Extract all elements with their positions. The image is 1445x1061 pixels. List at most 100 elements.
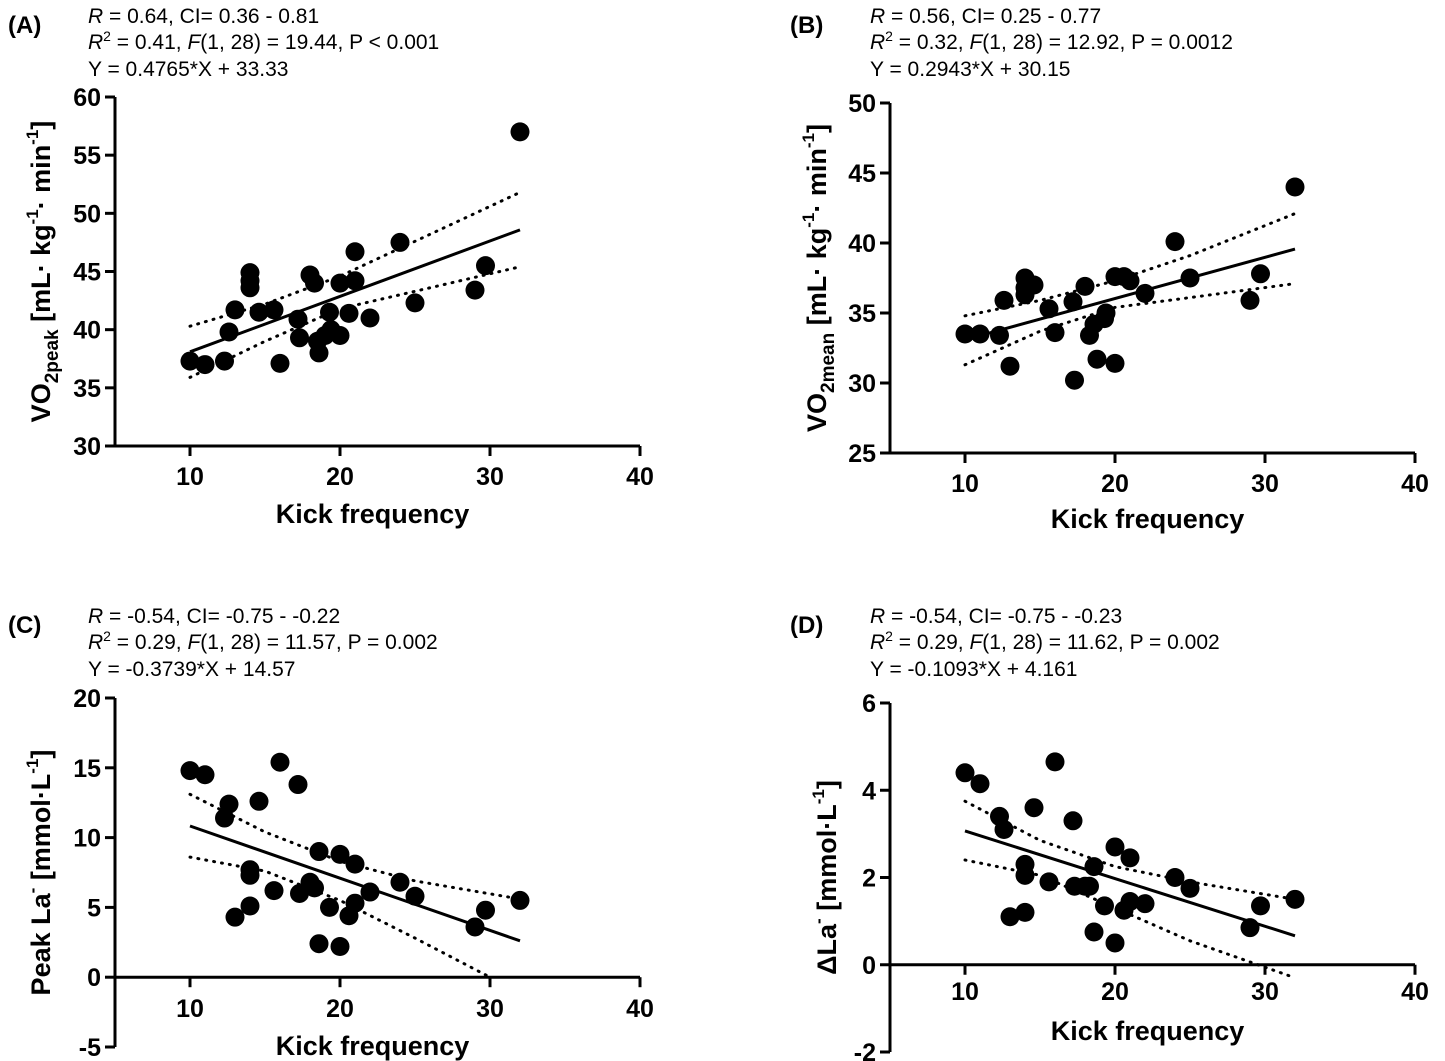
data-point: [1240, 918, 1260, 938]
panel-label: (B): [790, 12, 823, 39]
data-point: [240, 278, 260, 298]
data-point: [215, 351, 234, 371]
ci-lower-band: [963, 282, 1297, 367]
y-tick-label: 45: [73, 259, 101, 287]
data-point: [1000, 356, 1020, 376]
data-point: [1240, 290, 1260, 310]
x-tick-label: 30: [1251, 470, 1279, 498]
data-point: [1135, 283, 1155, 303]
data-point: [1120, 891, 1140, 911]
data-point: [994, 820, 1014, 840]
data-point: [465, 280, 485, 300]
data-point: [305, 878, 324, 898]
stat-correlation: R = -0.54, CI= -0.75 - -0.22: [88, 605, 340, 628]
data-point: [219, 794, 239, 814]
regression-line: [189, 228, 521, 354]
data-point: [330, 936, 350, 956]
y-tick-label: 25: [848, 440, 876, 468]
x-axis-title: Kick frequency: [1051, 504, 1245, 534]
data-point: [1165, 232, 1185, 252]
data-point: [476, 256, 495, 276]
stat-equation: Y = 0.2943*X + 30.15: [870, 58, 1070, 81]
data-point: [309, 842, 329, 862]
data-point: [320, 897, 339, 917]
data-point: [330, 273, 350, 293]
data-point: [1075, 276, 1095, 296]
data-point: [1105, 933, 1125, 953]
data-point: [345, 271, 365, 291]
data-point: [1285, 889, 1305, 909]
data-point: [1039, 299, 1059, 319]
data-point: [390, 872, 410, 892]
data-point: [405, 293, 425, 313]
data-point: [1000, 907, 1020, 927]
stat-regression-fit: R2 = 0.32, F(1, 28) = 12.92, P = 0.0012: [870, 28, 1233, 54]
y-axis-title: VO2peak [mL· kg-1· min-1]: [23, 121, 63, 423]
data-point: [360, 308, 380, 328]
x-tick-label: 10: [951, 978, 979, 1006]
x-tick-label: 20: [1101, 470, 1129, 498]
data-point: [510, 122, 530, 142]
regression-line: [964, 247, 1296, 342]
data-point: [1084, 857, 1104, 877]
x-tick-label: 10: [176, 995, 204, 1023]
stat-regression-fit: R2 = 0.29, F(1, 28) = 11.62, P = 0.002: [870, 628, 1220, 654]
data-point: [1105, 353, 1125, 373]
data-point: [288, 775, 308, 795]
data-point: [240, 896, 260, 916]
y-axis-title: ΔLa- [mmol·L-1]: [809, 780, 842, 975]
data-point: [305, 273, 324, 293]
data-point: [1015, 865, 1035, 885]
data-point: [990, 325, 1009, 345]
ci-upper-band: [963, 799, 1297, 901]
y-tick-label: 40: [848, 230, 876, 258]
data-point: [309, 343, 329, 363]
y-tick-label: 2: [862, 865, 876, 893]
y-axis-title: Peak La- [mmol·L-1]: [23, 750, 56, 996]
data-point: [1045, 752, 1065, 772]
y-axis-title: VO2mean [mL· kg-1· min-1]: [799, 124, 839, 432]
data-point: [345, 854, 365, 874]
data-point: [1065, 370, 1084, 390]
data-point: [1063, 811, 1083, 831]
data-point: [270, 353, 290, 373]
data-point: [288, 309, 308, 329]
y-tick-label: 45: [848, 160, 876, 188]
y-tick-label: 0: [87, 964, 101, 992]
data-point: [1135, 894, 1155, 914]
data-point: [1063, 292, 1083, 312]
stat-correlation: R = -0.54, CI= -0.75 - -0.23: [870, 605, 1122, 628]
data-point: [1024, 798, 1044, 818]
data-point: [249, 302, 269, 322]
data-point: [1180, 268, 1200, 288]
data-point: [339, 303, 359, 323]
y-tick-label: 6: [862, 690, 876, 718]
data-point: [195, 355, 215, 375]
x-tick-label: 40: [626, 463, 654, 491]
data-point: [1039, 872, 1059, 892]
x-tick-label: 40: [626, 995, 654, 1023]
data-point: [1251, 264, 1270, 284]
stat-equation: Y = -0.3739*X + 14.57: [88, 658, 295, 681]
y-tick-label: 4: [862, 777, 876, 805]
ci-lower-band: [188, 265, 522, 379]
data-point: [1105, 837, 1125, 857]
data-point: [405, 886, 425, 906]
data-point: [970, 324, 990, 344]
regression-line: [189, 824, 521, 943]
data-point: [1084, 922, 1104, 942]
data-point: [1087, 349, 1107, 369]
y-tick-label: 35: [73, 375, 101, 403]
x-tick-label: 20: [326, 463, 354, 491]
data-point: [345, 893, 365, 913]
data-point: [955, 324, 975, 344]
x-tick-label: 40: [1401, 470, 1429, 498]
data-point: [1045, 323, 1065, 343]
panel-label: (D): [790, 612, 823, 639]
data-point: [1120, 271, 1140, 291]
y-tick-label: 30: [73, 433, 101, 461]
data-point: [264, 881, 284, 901]
